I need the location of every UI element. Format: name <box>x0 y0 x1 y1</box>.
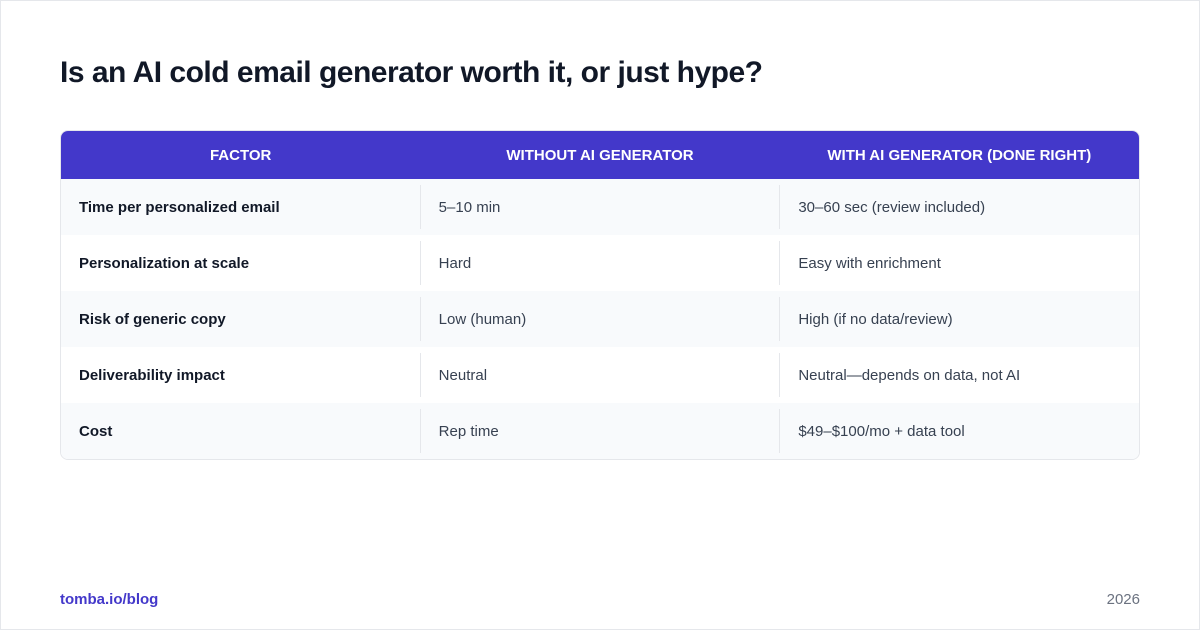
table-cell: Easy with enrichment <box>779 241 1139 285</box>
table-cell: Cost <box>79 422 113 440</box>
table-cell: Time per personalized email <box>79 198 280 216</box>
table-row: Cost Rep time $49–$100/mo + data tool <box>61 403 1139 459</box>
year: 2026 <box>1106 591 1140 608</box>
title: Is an AI cold email generator worth it, … <box>60 56 763 89</box>
table-body: Time per personalized email 5–10 min 30–60… <box>61 179 1139 459</box>
table-cell: Personalization at scale <box>79 254 250 272</box>
table-cell: Neutral <box>419 353 780 397</box>
table: FACTOR WITHOUT AI GENERATOR WITH AI GENERA… <box>60 130 1140 460</box>
column-header: WITH AI GENERATOR (DONE RIGHT) <box>827 146 1092 164</box>
column-header: WITHOUT AI GENERATOR <box>506 146 694 164</box>
table-cell: Hard <box>419 241 780 285</box>
table-header: FACTOR WITHOUT AI GENERATOR WITH AI GENERA… <box>61 131 1139 179</box>
table-cell: 30–60 sec (review included) <box>779 185 1139 229</box>
table-cell: Risk of generic copy <box>79 310 226 328</box>
table-row: Deliverability impact Neutral Neutral—depe… <box>61 347 1139 403</box>
table-cell: $49–$100/mo + data tool <box>779 409 1139 453</box>
table-cell: Neutral—depends on data, not AI <box>779 353 1139 397</box>
table-cell: Deliverability impact <box>79 366 225 384</box>
table-row: Risk of generic copy Low (human) High (if … <box>61 291 1139 347</box>
table-cell: Low (human) <box>419 297 780 341</box>
table-row: Personalization at scale Hard Easy with en… <box>61 235 1139 291</box>
table-cell: 5–10 min <box>419 185 780 229</box>
source-link[interactable]: tomba.io/blog <box>60 591 159 608</box>
table-row: Time per personalized email 5–10 min 30–60… <box>61 179 1139 235</box>
table-cell: Rep time <box>419 409 780 453</box>
table-cell: High (if no data/review) <box>779 297 1139 341</box>
column-header: FACTOR <box>209 146 272 164</box>
